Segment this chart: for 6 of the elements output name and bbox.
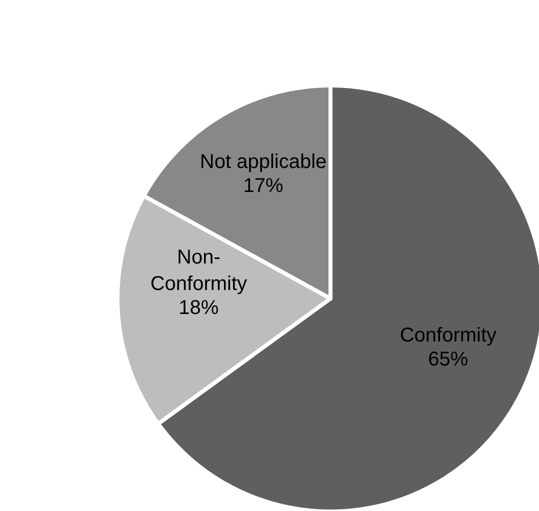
slice-label: Conformity xyxy=(400,324,497,346)
data-label: 17% xyxy=(243,174,284,197)
data-label: 18% xyxy=(178,296,219,319)
data-label: 65% xyxy=(428,348,468,370)
slice-label: Not applicable xyxy=(200,150,327,173)
slice-label: Non-Conformity xyxy=(150,246,248,295)
